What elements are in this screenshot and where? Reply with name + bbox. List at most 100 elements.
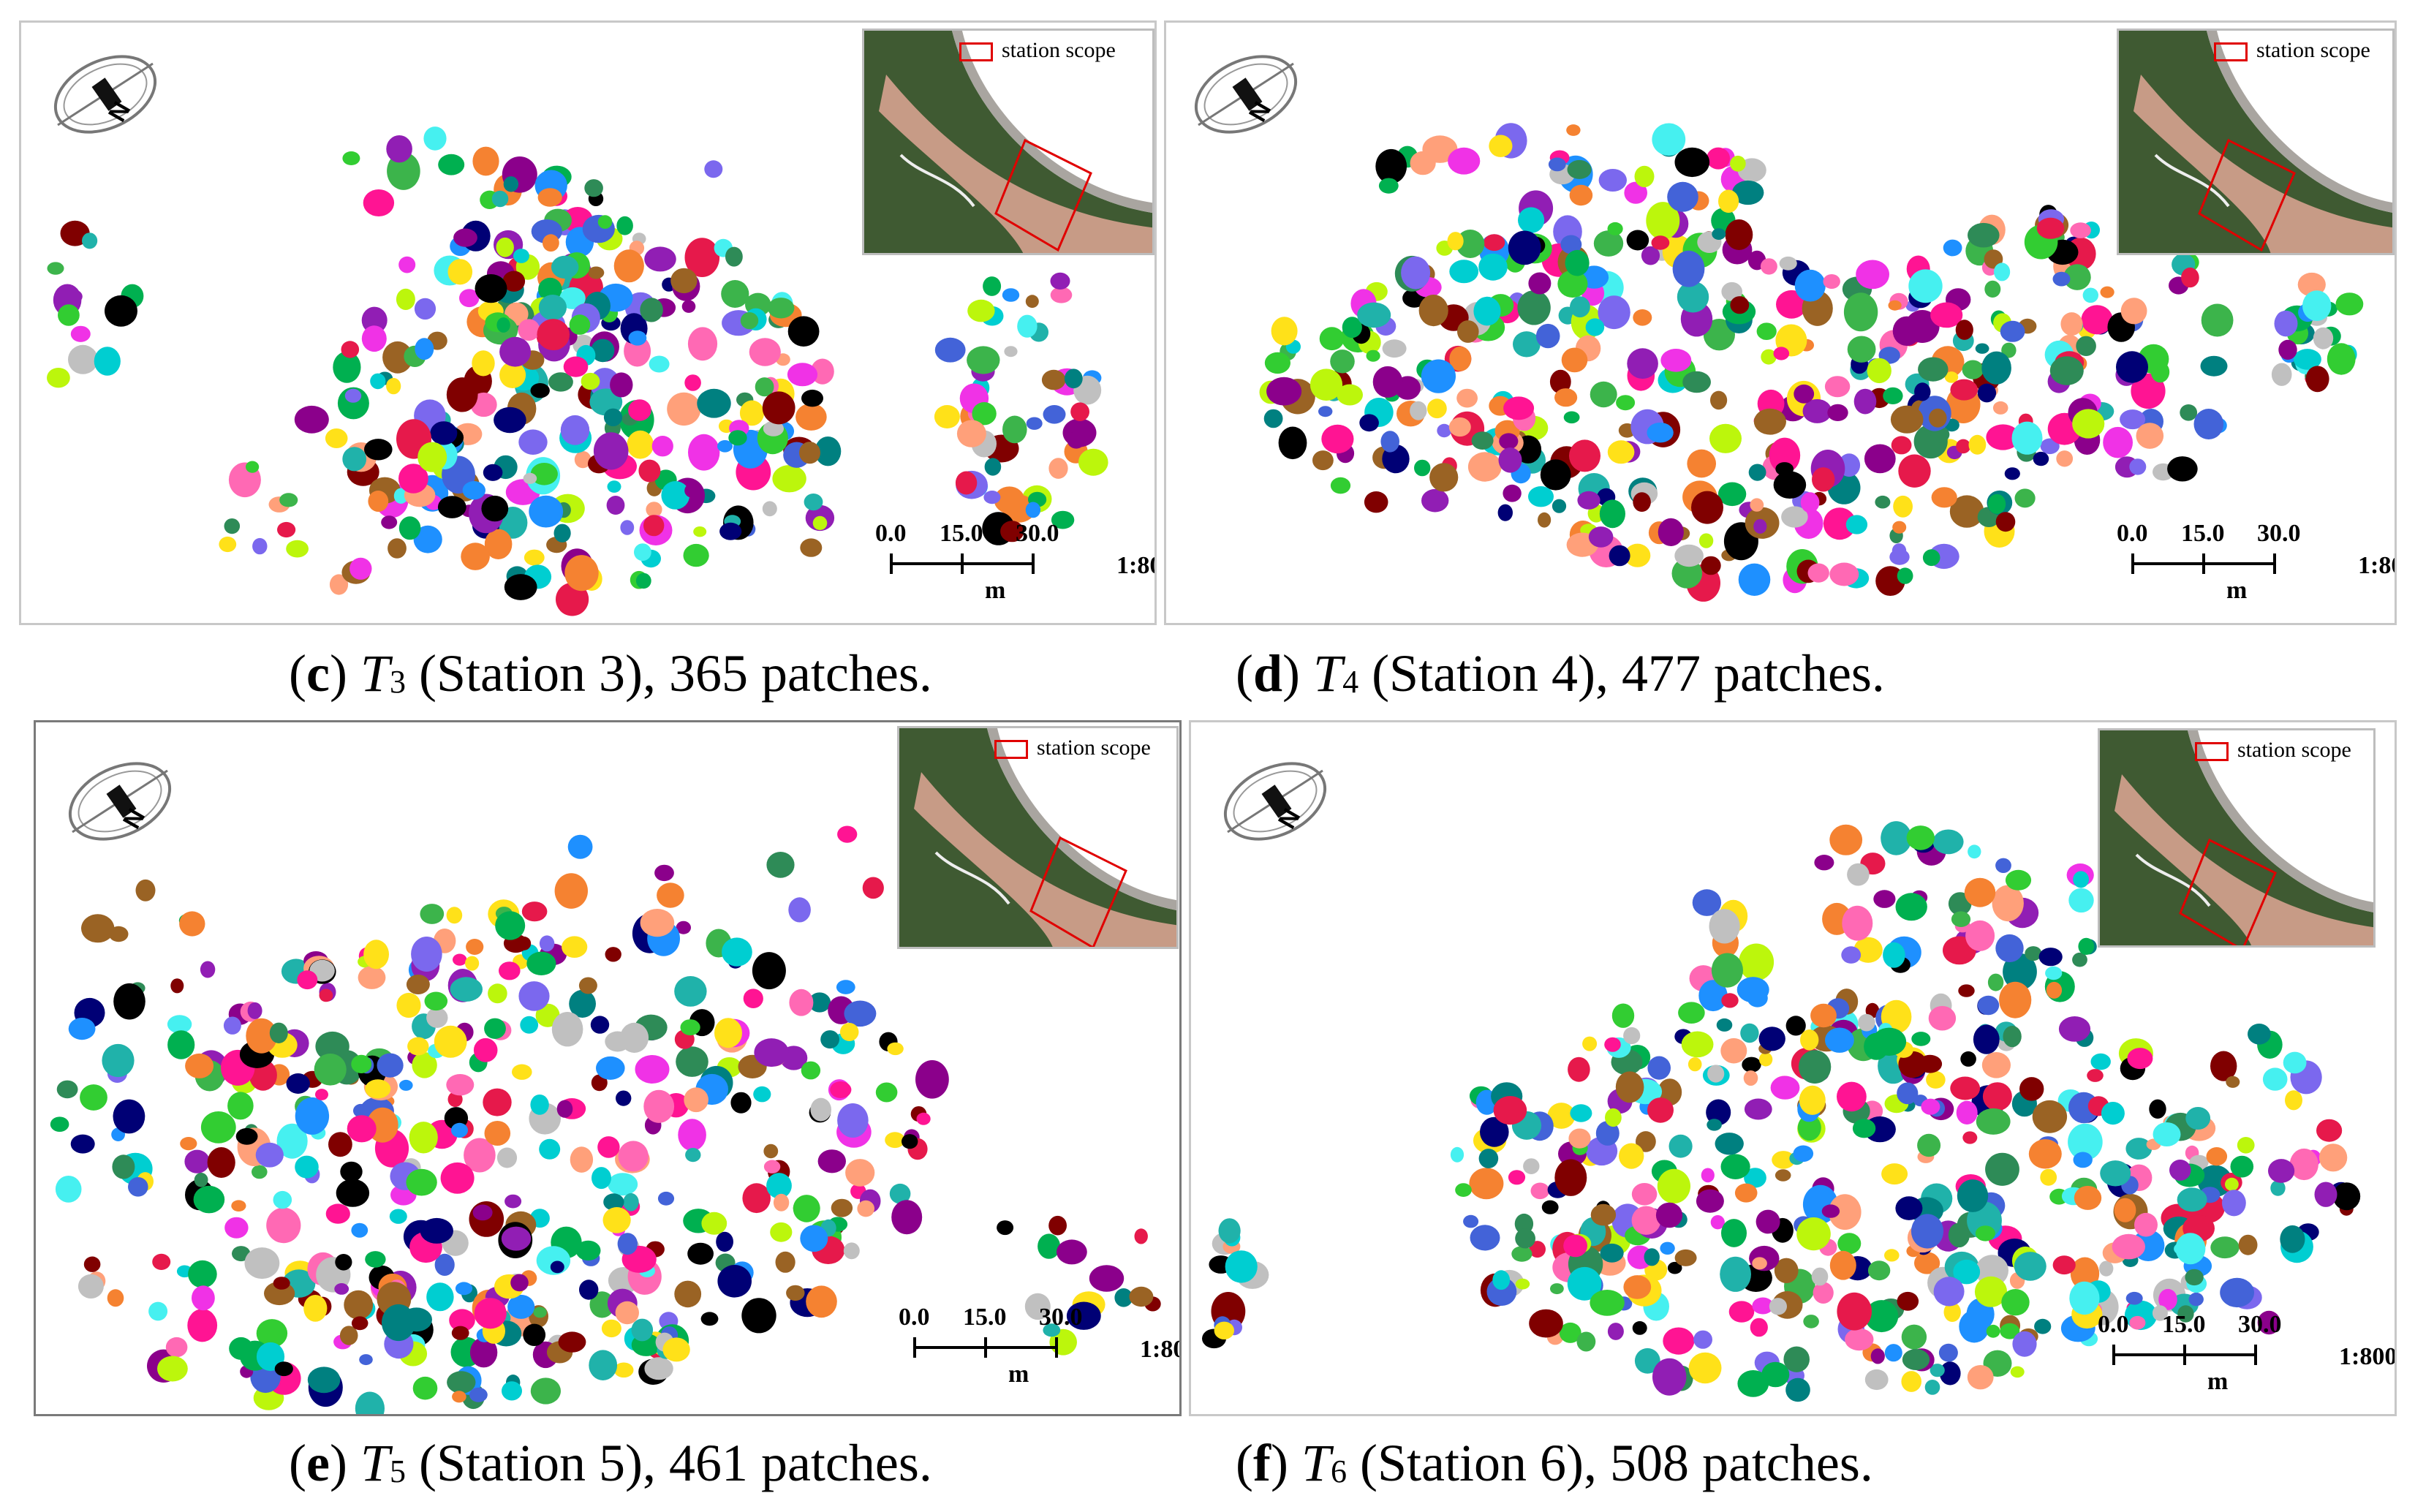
patch (1570, 1104, 1592, 1122)
patch (232, 1246, 251, 1262)
patch (1985, 1152, 2019, 1186)
patch (2332, 1182, 2361, 1211)
patch (2280, 1225, 2305, 1253)
patch (113, 1099, 145, 1134)
patch (413, 525, 442, 553)
patch (426, 1282, 454, 1312)
patch (307, 1367, 341, 1394)
patch (1918, 1054, 1943, 1073)
patch (488, 983, 507, 1004)
patch (420, 1217, 453, 1244)
patch (518, 429, 548, 455)
patch (579, 1279, 599, 1300)
patch (520, 1016, 539, 1034)
patch (1048, 1215, 1067, 1236)
patch (2003, 1026, 2022, 1048)
patch (597, 215, 613, 229)
patch (1707, 1119, 1722, 1131)
patch (1498, 447, 1522, 473)
patch (755, 377, 774, 397)
patch (1048, 458, 1068, 479)
patch (80, 1084, 107, 1111)
patch (399, 1079, 413, 1091)
patch (1565, 249, 1590, 276)
caption-letter: c (306, 644, 330, 703)
patch (2014, 1252, 2046, 1281)
patch (857, 1200, 874, 1217)
patch (820, 1030, 839, 1049)
scale-tick-0: 0.0 (2117, 520, 2148, 547)
patch (2316, 1119, 2343, 1142)
patch (386, 135, 412, 163)
patch (381, 515, 398, 529)
patch (1872, 1027, 1907, 1056)
patch (1366, 349, 1380, 362)
patch (2058, 1016, 2091, 1042)
patch (355, 1391, 385, 1414)
patch (788, 897, 811, 923)
caption-text: (Station 6), 508 patches. (1347, 1434, 1873, 1492)
legend-label: station scope (1037, 736, 1151, 760)
patch (830, 1081, 852, 1098)
scale-tick-15: 15.0 (2181, 520, 2225, 547)
patch (2237, 1137, 2255, 1154)
patch (1330, 477, 1351, 494)
patch (2257, 1310, 2280, 1335)
patch (551, 255, 579, 279)
patch (420, 904, 445, 924)
patch (1025, 295, 1039, 309)
patch (610, 372, 633, 398)
caption-text: (Station 3), 365 patches. (405, 644, 932, 703)
patch (2185, 1107, 2211, 1130)
patch (1753, 518, 1767, 534)
patch (1897, 1082, 1919, 1105)
patch (523, 472, 537, 485)
patch (1372, 366, 1403, 398)
patch (1921, 1098, 1940, 1115)
patch (678, 1119, 706, 1152)
patch (1266, 377, 1302, 406)
patch (510, 1274, 529, 1292)
patch (681, 300, 696, 313)
patch (550, 1260, 564, 1274)
patch (603, 408, 623, 426)
patch (224, 1217, 249, 1239)
patch (2069, 1281, 2100, 1315)
patch (972, 402, 997, 426)
patch (601, 1319, 621, 1338)
patch (749, 338, 781, 366)
patch (339, 1326, 358, 1345)
patch (1977, 383, 1997, 403)
patch (1775, 462, 1794, 476)
patch (1911, 1032, 1931, 1046)
patch (1995, 512, 2016, 532)
north-arrow-icon: N (1184, 45, 1308, 147)
patch (417, 442, 447, 472)
patch (2040, 438, 2060, 455)
patch (725, 246, 743, 267)
patch (1926, 1070, 1946, 1089)
patch (1660, 349, 1692, 372)
patch (2238, 1234, 2258, 1255)
patch (1760, 258, 1777, 275)
patch (424, 991, 448, 1011)
patch (589, 1350, 618, 1380)
patch (620, 1022, 649, 1053)
patch (687, 1242, 714, 1265)
patch (2052, 1255, 2076, 1275)
patch (1967, 1365, 1994, 1390)
patch (635, 572, 651, 589)
patch (640, 909, 675, 937)
patch (766, 852, 795, 878)
patch (2169, 1160, 2191, 1181)
caption-t: T (1313, 644, 1343, 703)
caption-sub: 6 (1331, 1454, 1347, 1489)
patch (2012, 1331, 2037, 1357)
patch (165, 1337, 188, 1358)
patch (1566, 124, 1581, 136)
patch (1999, 981, 2032, 1018)
patch (502, 271, 526, 292)
patch (411, 937, 442, 972)
patch (1025, 502, 1041, 518)
patch (469, 1387, 488, 1402)
